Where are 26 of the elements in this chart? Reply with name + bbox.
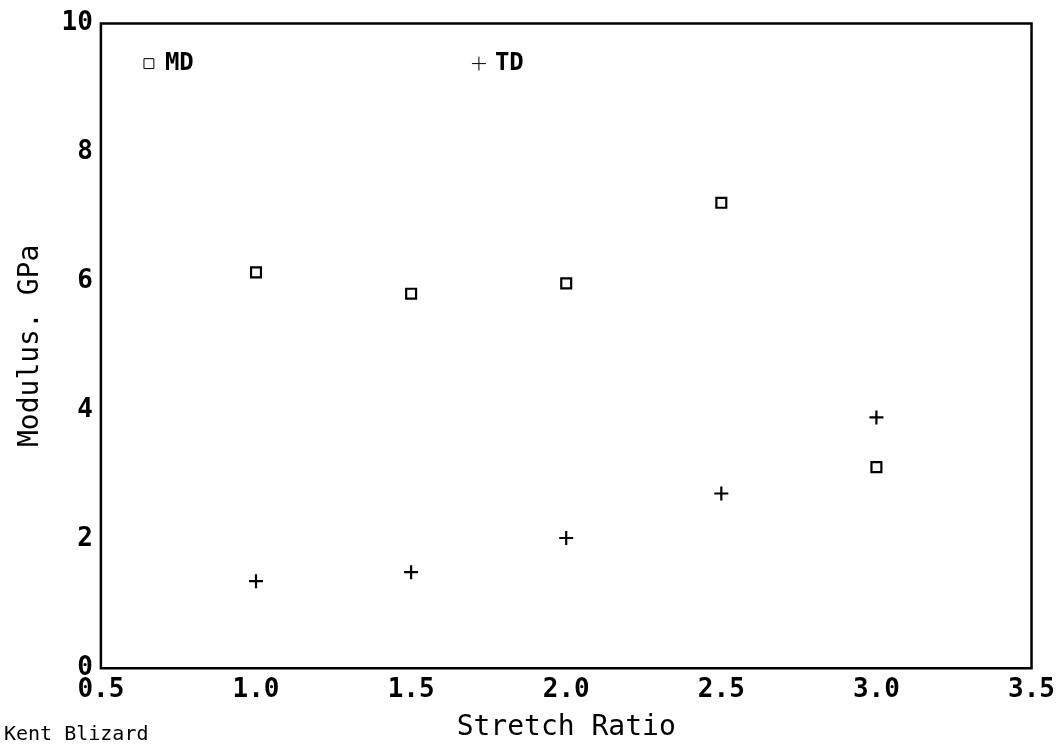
legend-label: TD	[494, 47, 524, 76]
y-tick-label: 10	[61, 6, 93, 37]
point	[403, 564, 420, 581]
x-tick-label: 3.5	[1008, 672, 1055, 703]
legend-label: MD	[164, 47, 194, 76]
point	[247, 573, 265, 590]
x-tick-label: 1.0	[232, 672, 280, 703]
y-tick-label: 2	[77, 522, 93, 553]
y-tick-label: 8	[77, 135, 93, 166]
x-tick-label: 2.0	[542, 672, 590, 703]
point	[405, 287, 418, 300]
point	[870, 461, 883, 474]
point	[713, 485, 730, 502]
x-tick-label: 1.5	[387, 672, 435, 703]
y-axis-title: Modulus. GPa	[12, 244, 46, 448]
point	[560, 277, 573, 290]
x-axis-title: Stretch Ratio	[456, 709, 676, 743]
point	[868, 409, 885, 426]
point	[715, 196, 728, 209]
x-tick-label: 2.5	[697, 672, 745, 703]
point	[249, 266, 263, 279]
x-tick-label: 3.0	[852, 672, 900, 703]
y-tick-label: 4	[77, 393, 93, 424]
point	[558, 529, 575, 547]
text: Kent Blizard	[4, 721, 149, 746]
y-tick-label: 6	[77, 264, 93, 295]
